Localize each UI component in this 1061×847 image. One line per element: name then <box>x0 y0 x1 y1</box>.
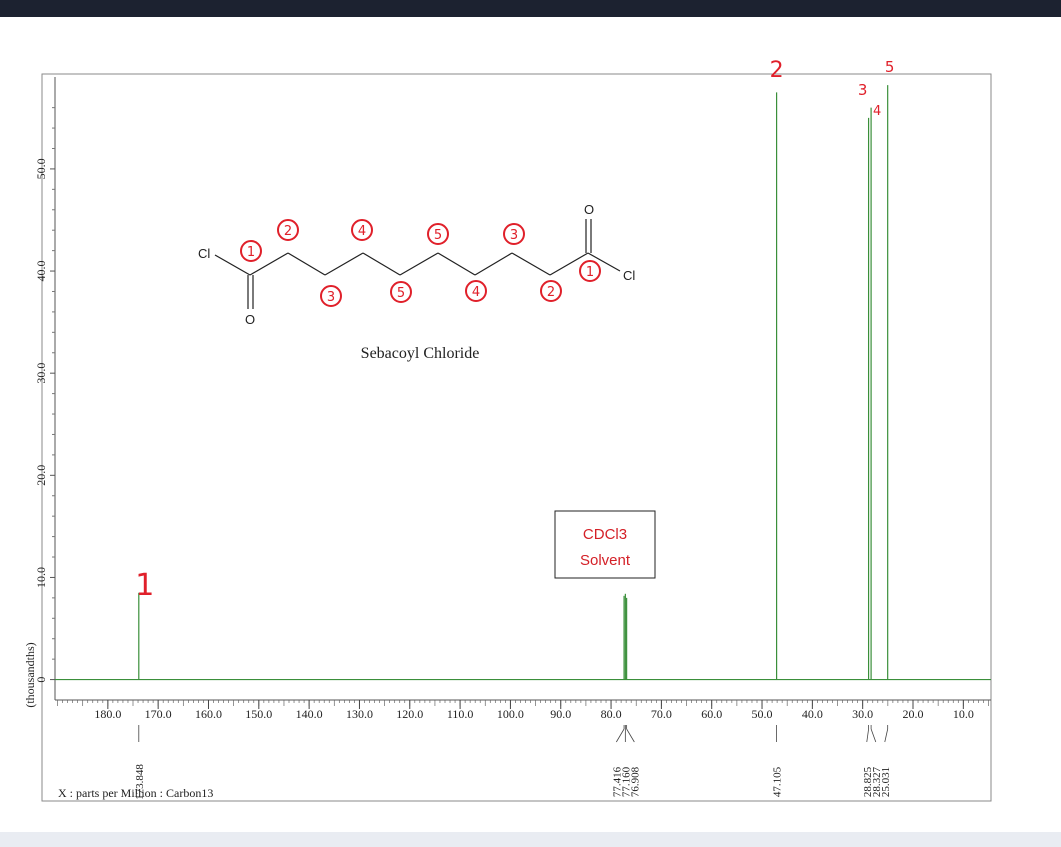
peak-label-leader <box>626 728 635 743</box>
carbon-number: 1 <box>247 245 255 260</box>
x-tick-label: 40.0 <box>802 707 823 721</box>
nmr-spectrum-chart: 010.020.030.040.050.0 (thousandths) 180.… <box>23 58 992 802</box>
peak-label-leader <box>884 728 889 743</box>
peak-annotation: 5 <box>885 58 895 76</box>
solvent-box-line1: CDCl3 <box>583 526 627 543</box>
y-tick-label: 50.0 <box>34 158 48 179</box>
peak-annotation: 2 <box>770 58 784 83</box>
y-tick-label: 10.0 <box>34 567 48 588</box>
x-tick-label: 10.0 <box>953 707 974 721</box>
carbon-number-circle <box>579 260 601 282</box>
solvent-box: CDCl3 Solvent <box>554 510 656 579</box>
carbon-number-circle <box>240 240 262 262</box>
carbon-number: 2 <box>547 285 555 300</box>
peak-label: 173.848 <box>134 764 146 800</box>
atom-cl-right: Cl <box>623 268 635 283</box>
peak-label: 28.327 <box>871 766 883 797</box>
carbon-number: 4 <box>472 285 480 300</box>
carbon-number-circle <box>277 219 299 241</box>
carbon-number-circles: 1 2 3 4 5 5 4 3 2 1 <box>240 219 601 307</box>
carbon-number-circle <box>351 219 373 241</box>
compound-name: Sebacoyl Chloride <box>361 345 480 362</box>
carbon-number: 5 <box>434 228 442 243</box>
plot-frame <box>41 73 992 802</box>
spectrum-trace <box>55 85 991 681</box>
y-axis-ticks: 0 10.0 20.0 30.0 40.0 50.0 <box>34 107 55 683</box>
solvent-box-line2: Solvent <box>580 552 631 569</box>
x-axis-label: X : parts per Million : Carbon13 <box>58 786 213 800</box>
atom-o-left: O <box>245 312 255 327</box>
peak-label-leader <box>866 728 869 743</box>
y-tick-label: 20.0 <box>34 465 48 486</box>
x-tick-label: 120.0 <box>396 707 423 721</box>
atom-cl-left: Cl <box>198 246 210 261</box>
carbon-number: 5 <box>397 286 405 301</box>
x-tick-label: 50.0 <box>752 707 773 721</box>
x-tick-label: 70.0 <box>651 707 672 721</box>
peak-label: 28.825 <box>862 766 874 797</box>
peak-label: 47.105 <box>772 766 784 797</box>
x-tick-label: 110.0 <box>447 707 474 721</box>
peak-label: 77.160 <box>620 766 632 797</box>
carbon-number-circle <box>503 223 525 245</box>
x-tick-label: 80.0 <box>601 707 622 721</box>
peak-annotation: 1 <box>135 568 154 603</box>
bottom-strip <box>0 832 1061 847</box>
carbon-number: 1 <box>586 265 594 280</box>
x-tick-label: 140.0 <box>296 707 323 721</box>
x-tick-label: 100.0 <box>497 707 524 721</box>
x-tick-label: 20.0 <box>903 707 924 721</box>
carbon-number-circle <box>540 280 562 302</box>
x-tick-label: 30.0 <box>852 707 873 721</box>
y-axis-label: (thousandths) <box>23 642 37 707</box>
peak-label: 77.416 <box>611 766 623 797</box>
x-tick-label: 150.0 <box>245 707 272 721</box>
x-tick-label: 60.0 <box>701 707 722 721</box>
chemical-structure <box>214 219 621 309</box>
spectrum-window: 0 10.0 20.0 30.0 40.0 50.0 (thousandths) 180.… <box>0 17 1061 832</box>
y-tick-label: 30.0 <box>34 363 48 384</box>
carbon-number: 2 <box>284 224 292 239</box>
carbon-number-circle <box>465 280 487 302</box>
peak-label: 76.908 <box>629 766 641 797</box>
carbon-number: 4 <box>358 224 366 239</box>
x-tick-label: 180.0 <box>94 707 121 721</box>
atom-o-right: O <box>584 202 594 217</box>
carbon-number-circle <box>390 281 412 303</box>
x-tick-label: 130.0 <box>346 707 373 721</box>
peak-annotation: 4 <box>873 104 881 119</box>
x-axis-minor-ticks <box>57 700 989 706</box>
x-axis-ticks: 180.0 170.0 160.0 150.0 140.0 130.0 120.0 110.0… <box>94 700 974 721</box>
peak-label-leader <box>870 728 877 743</box>
y-tick-label: 0 <box>34 677 48 683</box>
carbon-number: 3 <box>510 228 518 243</box>
carbon-number: 3 <box>327 290 335 305</box>
y-tick-label: 40.0 <box>34 261 48 282</box>
carbon-number-circle <box>320 285 342 307</box>
peak-label: 25.031 <box>880 767 892 797</box>
x-tick-label: 160.0 <box>195 707 222 721</box>
peak-label-leader <box>616 728 625 743</box>
x-tick-label: 90.0 <box>550 707 571 721</box>
peak-annotation: 3 <box>858 81 868 99</box>
carbon-number-circle <box>427 223 449 245</box>
x-tick-label: 170.0 <box>145 707 172 721</box>
